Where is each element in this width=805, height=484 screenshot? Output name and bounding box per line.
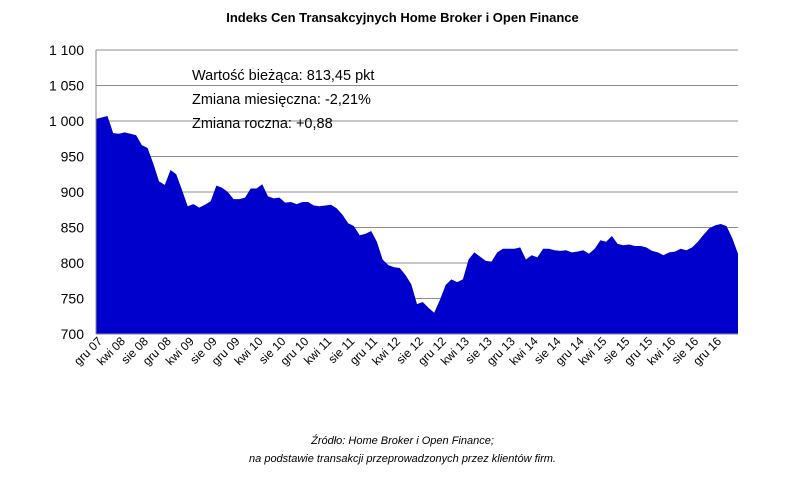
area-chart: 700 750 800 850 900 950 1 000 1 050 1 100 gru 07…	[49, 42, 738, 368]
y-tick-label: 850	[61, 220, 85, 236]
y-tick-label: 800	[61, 255, 85, 271]
annotation-current-value: Wartość bieżąca: 813,45 pkt	[192, 68, 374, 84]
y-tick-label: 900	[61, 184, 85, 200]
annotation-monthly-change: Zmiana miesięczna: -2,21%	[192, 92, 371, 108]
y-tick-label: 700	[61, 326, 85, 342]
source-line-1: Źródło: Home Broker i Open Finance;	[311, 435, 494, 447]
gridlines	[96, 49, 738, 299]
annotation-yearly-change: Zmiana roczna: +0,88	[192, 116, 333, 132]
y-tick-label: 950	[61, 149, 85, 165]
source-line-2: na podstawie transakcji przeprowadzonych…	[249, 453, 556, 465]
y-tick-label: 750	[61, 291, 85, 307]
index-area	[96, 116, 738, 334]
y-tick-labels: 700 750 800 850 900 950 1 000 1 050 1 100	[49, 42, 84, 342]
annotation-box: Wartość bieżąca: 813,45 pkt Zmiana miesi…	[192, 68, 374, 132]
y-tick-label: 1 050	[49, 78, 84, 94]
chart-title: Indeks Cen Transakcyjnych Home Broker i …	[226, 10, 579, 25]
y-tick-label: 1 000	[49, 113, 84, 129]
y-tick-label: 1 100	[49, 42, 84, 58]
